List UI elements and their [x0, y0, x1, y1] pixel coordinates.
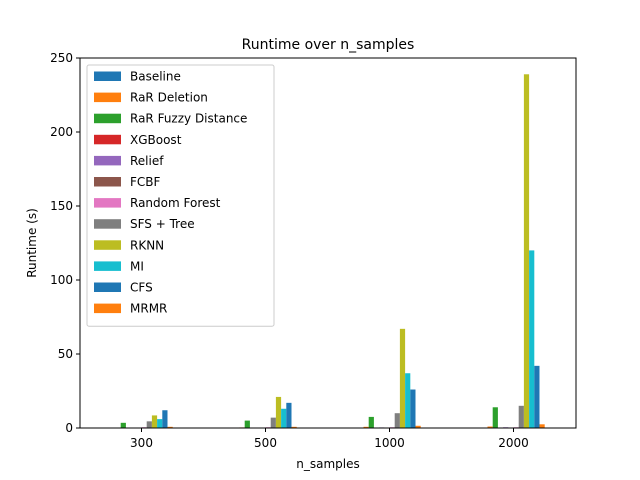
bar-cfs-2000 [534, 365, 540, 428]
legend-swatch [94, 155, 121, 166]
y-tick-label: 200 [50, 125, 73, 139]
bar-sfs-tree-300 [146, 421, 152, 428]
legend-label: RKNN [130, 238, 164, 252]
bar-rar-deletion-2000 [487, 426, 493, 428]
bar-mrmr-300 [167, 426, 173, 428]
bar-mi-300 [157, 419, 163, 428]
bar-mrmr-2000 [539, 424, 545, 428]
legend-swatch [94, 240, 121, 250]
y-tick-label: 150 [50, 199, 73, 213]
bar-mi-500 [281, 408, 287, 428]
legend-swatch [94, 198, 121, 208]
y-tick-label: 250 [50, 51, 73, 65]
legend-swatch [94, 303, 121, 314]
legend: Baseline RaR Deletion RaR Fuzzy Distance XG… [86, 64, 275, 327]
legend-label: RaR Fuzzy Distance [130, 112, 247, 126]
legend-swatch [94, 71, 121, 81]
legend-label: RaR Deletion [130, 91, 208, 105]
bar-rknn-300 [151, 415, 158, 428]
legend-box [86, 64, 275, 327]
legend-swatch [94, 113, 121, 124]
legend-label: Baseline [130, 70, 181, 84]
legend-swatch [94, 177, 121, 187]
x-axis: 300 500 1000 2000 [130, 428, 529, 450]
legend-label: MI [130, 259, 144, 273]
chart-title: Runtime over n_samples [242, 37, 415, 53]
legend-label: CFS [130, 281, 153, 295]
legend-swatch [94, 219, 121, 229]
legend-swatch [94, 282, 121, 292]
legend-swatch [94, 261, 121, 271]
bar-cfs-1000 [410, 389, 416, 428]
x-axis-label: n_samples [296, 457, 360, 471]
plot-frame [79, 57, 577, 429]
x-tick-label: 300 [130, 436, 153, 450]
y-axis-label: Runtime (s) [25, 208, 39, 278]
bar-mi-1000 [405, 373, 411, 428]
legend-label: Relief [130, 154, 164, 168]
x-tick-label: 1000 [374, 436, 405, 450]
y-tick-label: 50 [58, 347, 73, 361]
legend-label: MRMR [130, 302, 167, 316]
bar-mi-2000 [529, 250, 535, 428]
legend-label: XGBoost [130, 133, 182, 147]
bar-mrmr-1000 [415, 425, 421, 428]
bar-rar-deletion-1000 [363, 426, 369, 428]
legend-label: Random Forest [130, 196, 221, 210]
legend-label: SFS + Tree [130, 217, 195, 231]
bar-rar-fuzzy-distance-1000 [368, 416, 374, 428]
x-tick-label: 2000 [498, 436, 529, 450]
bar-sfs-tree-1000 [394, 413, 400, 428]
bar-rar-fuzzy-distance-300 [120, 422, 126, 428]
bars [115, 74, 545, 428]
bar-sfs-tree-500 [270, 417, 276, 428]
legend-swatch [94, 92, 121, 103]
bar-cfs-300 [162, 410, 168, 428]
bar-sfs-tree-2000 [518, 405, 524, 428]
bar-rar-fuzzy-distance-500 [244, 420, 250, 428]
legend-swatch [94, 134, 121, 145]
bar-rknn-1000 [399, 328, 406, 428]
legend-label: FCBF [130, 175, 161, 189]
y-tick-label: 0 [65, 421, 73, 435]
bar-rar-fuzzy-distance-2000 [492, 407, 498, 428]
bar-mrmr-500 [291, 426, 297, 428]
y-axis: 0 50 100 150 200 250 [50, 51, 80, 435]
bar-cfs-500 [286, 402, 292, 428]
x-tick-label: 500 [254, 436, 277, 450]
bar-rknn-500 [275, 396, 282, 428]
y-tick-label: 100 [50, 273, 73, 287]
bar-rknn-2000 [523, 74, 530, 428]
